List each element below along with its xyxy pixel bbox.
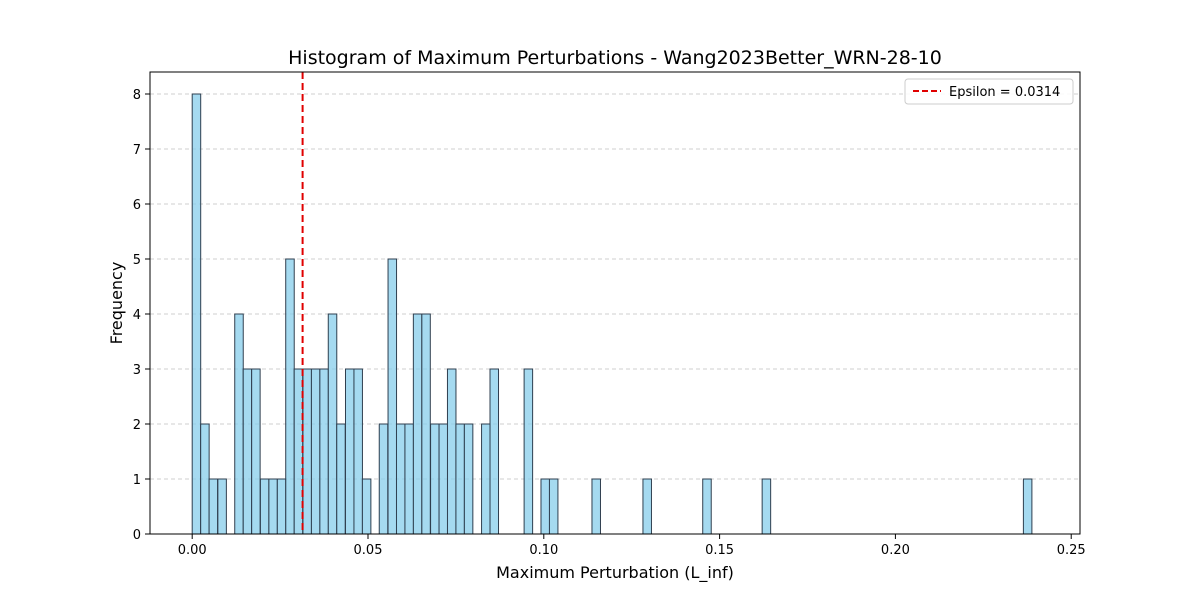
histogram-bar bbox=[268, 478, 278, 535]
y-tick-label: 8 bbox=[133, 88, 141, 103]
histogram-bar bbox=[412, 313, 423, 535]
histogram-bar bbox=[481, 423, 491, 535]
y-tick-label: 1 bbox=[133, 473, 141, 488]
histogram-bar bbox=[276, 478, 287, 535]
histogram-bar bbox=[217, 478, 227, 535]
x-axis-label: Maximum Perturbation (L_inf) bbox=[496, 563, 734, 583]
histogram-bar bbox=[430, 423, 440, 535]
histogram-bar bbox=[378, 423, 389, 535]
x-tick-label: 0.15 bbox=[705, 543, 734, 558]
histogram-bar bbox=[548, 478, 559, 535]
x-tick-label: 0.25 bbox=[1057, 543, 1086, 558]
x-tick-label: 0.20 bbox=[881, 543, 910, 558]
chart-title: Histogram of Maximum Perturbations - Wan… bbox=[288, 47, 942, 69]
y-tick-label: 5 bbox=[133, 253, 141, 268]
y-tick-label: 3 bbox=[133, 363, 141, 378]
histogram-bar bbox=[591, 478, 601, 535]
histogram-bar bbox=[293, 368, 304, 535]
histogram-bar bbox=[319, 368, 329, 535]
histogram-bar bbox=[344, 368, 355, 535]
histogram-bar bbox=[489, 368, 500, 535]
histogram-bar bbox=[1022, 478, 1033, 535]
histogram-bar bbox=[540, 478, 550, 535]
y-axis-label: Frequency bbox=[107, 262, 126, 345]
histogram-bar bbox=[404, 423, 414, 535]
histogram-bar bbox=[242, 368, 253, 535]
legend: Epsilon = 0.0314 bbox=[904, 78, 1074, 105]
histogram-bar bbox=[761, 478, 772, 535]
histogram-bar bbox=[327, 313, 338, 535]
plot-frame bbox=[149, 71, 1081, 535]
histogram-bar bbox=[259, 478, 270, 535]
histogram-bar bbox=[702, 478, 712, 535]
histogram-bar bbox=[251, 368, 261, 535]
histogram-bar bbox=[463, 423, 474, 535]
histogram-bar bbox=[421, 313, 431, 535]
x-tick-label: 0.10 bbox=[529, 543, 558, 558]
histogram-bar bbox=[191, 93, 202, 535]
legend-box bbox=[904, 78, 1074, 105]
histogram-bar bbox=[200, 423, 210, 535]
x-tick-label: 0.00 bbox=[178, 543, 207, 558]
histogram-bar bbox=[395, 423, 406, 535]
bars bbox=[191, 93, 1033, 535]
histogram-bar bbox=[455, 423, 465, 535]
histogram-bar bbox=[438, 423, 449, 535]
histogram-bar bbox=[523, 368, 534, 535]
x-tick-label: 0.05 bbox=[354, 543, 383, 558]
y-tick-label: 0 bbox=[133, 528, 141, 543]
y-tick-label: 4 bbox=[133, 308, 141, 323]
histogram-bar bbox=[387, 258, 398, 535]
histogram-bar bbox=[310, 368, 321, 535]
y-tick-label: 2 bbox=[133, 418, 141, 433]
histogram-bar bbox=[446, 368, 457, 535]
histogram-bar bbox=[234, 313, 244, 535]
histogram-bar bbox=[336, 423, 346, 535]
histogram-bar bbox=[642, 478, 652, 535]
histogram-bar bbox=[285, 258, 295, 535]
histogram-bar bbox=[353, 368, 363, 535]
y-tick-label: 6 bbox=[133, 198, 141, 213]
histogram-bar bbox=[302, 368, 312, 535]
y-tick-label: 7 bbox=[133, 143, 141, 158]
x-axis-ticks: 0.00 0.05 0.10 0.15 0.20 0.25 bbox=[178, 534, 1086, 558]
legend-epsilon-label: Epsilon = 0.0314 bbox=[949, 85, 1060, 100]
histogram-bar bbox=[361, 478, 372, 535]
y-axis-ticks: 0 1 2 3 4 5 6 7 8 bbox=[133, 88, 150, 543]
histogram-bar bbox=[208, 478, 219, 535]
